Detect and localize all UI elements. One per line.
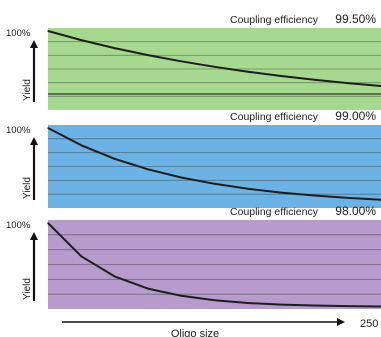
panel-value: 99.00% bbox=[335, 109, 376, 123]
chart-panel-3: 100% Yield Coupling efficiency 98.00% bbox=[6, 204, 381, 309]
panel-value: 98.00% bbox=[335, 204, 376, 218]
x-axis-end-label: 250 bbox=[360, 318, 378, 330]
data-point bbox=[280, 303, 282, 306]
panel-background bbox=[48, 220, 381, 309]
panel-label: Coupling efficiency bbox=[230, 14, 319, 26]
data-point bbox=[80, 255, 82, 257]
data-point bbox=[114, 158, 116, 160]
data-point bbox=[247, 71, 249, 73]
data-point bbox=[80, 144, 82, 146]
data-point bbox=[180, 60, 182, 62]
data-point bbox=[247, 188, 249, 190]
panel-background bbox=[48, 28, 381, 110]
data-point bbox=[213, 299, 216, 301]
panel-background bbox=[48, 125, 381, 208]
data-point bbox=[47, 127, 49, 129]
data-point bbox=[114, 275, 116, 278]
data-point bbox=[247, 302, 249, 304]
data-point bbox=[213, 66, 216, 68]
y-axis-title: Yield bbox=[22, 177, 33, 199]
data-point bbox=[147, 54, 149, 56]
panel-value: 99.50% bbox=[335, 12, 376, 26]
x-axis-title: Oligo size bbox=[171, 328, 219, 337]
y-axis-title: Yield bbox=[22, 79, 33, 101]
data-point bbox=[47, 222, 49, 224]
data-point bbox=[80, 39, 82, 41]
y-top-label: 100% bbox=[6, 28, 31, 39]
data-point bbox=[213, 183, 216, 185]
data-point bbox=[347, 197, 349, 199]
data-point bbox=[347, 82, 349, 84]
panel-label: Coupling efficiency bbox=[230, 111, 319, 123]
data-point bbox=[180, 295, 182, 297]
panel-label: Coupling efficiency bbox=[230, 206, 319, 218]
data-point bbox=[313, 79, 315, 81]
data-point bbox=[280, 191, 282, 194]
data-point bbox=[313, 194, 315, 197]
data-point bbox=[180, 176, 182, 179]
data-point bbox=[313, 304, 315, 307]
data-point bbox=[280, 75, 282, 77]
data-point bbox=[114, 47, 116, 49]
y-axis-title: Yield bbox=[22, 278, 33, 300]
chart-panel-2: 100% Yield Coupling efficiency 99.00% bbox=[6, 109, 381, 208]
y-top-label: 100% bbox=[6, 220, 31, 231]
data-point bbox=[347, 305, 349, 307]
data-point bbox=[47, 30, 49, 32]
y-top-label: 100% bbox=[6, 125, 31, 136]
data-point bbox=[147, 168, 149, 170]
data-point bbox=[147, 288, 149, 290]
chart-panel-1: 100% Yield Coupling efficiency 99.50% bbox=[6, 12, 381, 110]
x-axis: Oligo size 250 bbox=[62, 318, 378, 337]
